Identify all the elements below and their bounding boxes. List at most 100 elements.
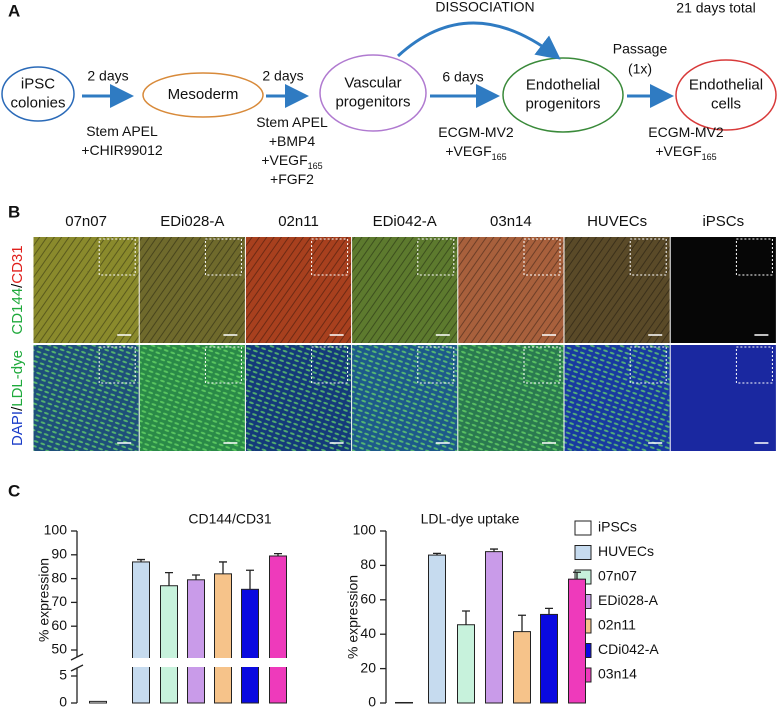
- step-duration: 6 days: [442, 69, 483, 85]
- step-medium: ECGM-MV2: [438, 124, 514, 140]
- y-tick-label: 40: [360, 625, 376, 641]
- error-bar: [518, 614, 526, 632]
- inset-box: [417, 238, 455, 276]
- node-label: Vascular: [344, 74, 401, 91]
- micrograph-texture: [458, 345, 564, 451]
- error-bar: [433, 552, 441, 556]
- medium-text: ECGM-MV2: [438, 124, 514, 140]
- annotation: 21 days total: [676, 0, 755, 16]
- legend-label: CDi042-A: [598, 641, 659, 657]
- chart-title: CD144/CD31: [188, 511, 271, 527]
- error-bar: [165, 572, 173, 586]
- bar: [568, 578, 586, 704]
- inset-box: [629, 346, 667, 384]
- inset-box: [311, 346, 349, 384]
- annotation: DISSOCIATION: [435, 0, 534, 15]
- step-duration: (1x): [628, 61, 652, 77]
- micrograph: [670, 237, 776, 343]
- bar: [160, 585, 178, 704]
- legend-label: iPSCs: [598, 519, 637, 535]
- y-tick-label: 100: [44, 522, 68, 538]
- y-tick-label: 60: [360, 591, 376, 607]
- y-tick-label: 50: [51, 641, 67, 657]
- row-label-part: CD144: [9, 288, 26, 335]
- y-tick-label: 60: [51, 617, 67, 633]
- medium-text: +VEGF: [261, 152, 307, 168]
- row-label: CD144/CD31: [9, 245, 26, 334]
- step-medium: +FGF2: [270, 171, 314, 187]
- node-shape: [142, 72, 264, 118]
- node-label: cells: [711, 95, 741, 112]
- column-label: iPSCs: [702, 213, 744, 230]
- inset-box: [417, 346, 455, 384]
- y-tick-label: 70: [51, 593, 67, 609]
- column-label: HUVECs: [587, 213, 647, 230]
- dissociation-arrow: [396, 21, 561, 60]
- axis-break-gap: [78, 658, 293, 667]
- bar: [187, 579, 205, 704]
- error-bar: [246, 569, 254, 590]
- legend-label: 07n07: [598, 568, 637, 584]
- y-tick-label: 80: [51, 569, 67, 585]
- step-medium: +VEGF165: [445, 143, 506, 163]
- inset-box: [523, 346, 561, 384]
- y-axis-label: % expression: [345, 575, 361, 659]
- inset-box: [523, 238, 561, 276]
- column-label: EDi042-A: [373, 213, 437, 230]
- column-label: EDi028-A: [160, 213, 224, 230]
- inset-box: [98, 346, 136, 384]
- inset-box: [311, 238, 349, 276]
- step-medium: Stem APEL: [86, 123, 158, 139]
- medium-text: ECGM-MV2: [648, 124, 724, 140]
- row-label: DAPI/LDL-dye: [9, 350, 26, 446]
- micrograph-texture: [139, 345, 245, 451]
- y-tick-label: 5: [59, 667, 67, 683]
- column-label: 03n14: [490, 213, 532, 230]
- chart-title: LDL-dye uptake: [421, 511, 520, 527]
- row-label-part: LDL-dye: [9, 350, 26, 407]
- bar: [395, 701, 413, 704]
- y-tick-label: 20: [360, 659, 376, 675]
- panel-label: C: [8, 481, 20, 500]
- micrograph-texture: [352, 237, 458, 343]
- bar: [540, 613, 558, 704]
- medium-text: Stem APEL: [256, 114, 328, 130]
- inset-box: [204, 346, 242, 384]
- node-label: Endothelial: [526, 76, 600, 93]
- legend-swatch: [574, 520, 592, 536]
- legend-swatch: [574, 545, 592, 560]
- medium-text: +VEGF: [655, 143, 701, 159]
- step-medium: ECGM-MV2: [648, 124, 724, 140]
- medium-subscript: 165: [702, 152, 717, 162]
- axis-break: [70, 653, 84, 672]
- micrograph-texture: [564, 237, 670, 343]
- bar: [485, 551, 503, 704]
- micrograph-texture: [245, 237, 352, 343]
- medium-text: +CHIR99012: [81, 142, 163, 158]
- step-duration: 2 days: [87, 68, 128, 84]
- error-bar: [192, 574, 200, 580]
- error-bar: [219, 561, 227, 574]
- row-label-part: /: [9, 283, 26, 288]
- step-medium: +BMP4: [269, 133, 316, 149]
- node-label: iPSC: [21, 75, 55, 92]
- step-medium: +VEGF165: [655, 143, 716, 163]
- content: A DISSOCIATION 21 days total iPSC colonies Me…: [8, 0, 776, 710]
- medium-text: +FGF2: [270, 171, 314, 187]
- medium-text: Stem APEL: [86, 123, 158, 139]
- bar: [241, 588, 259, 704]
- inset-box: [629, 238, 667, 276]
- bar: [214, 573, 232, 704]
- node-label: Mesoderm: [168, 86, 239, 103]
- bar: [132, 561, 150, 704]
- micrograph-texture: [245, 345, 352, 451]
- step-duration: Passage: [613, 41, 668, 57]
- inset-box: [204, 238, 242, 276]
- node-label: progenitors: [335, 93, 410, 110]
- y-tick-label: 80: [360, 556, 376, 572]
- micrograph: [670, 345, 776, 451]
- error-bar: [490, 548, 498, 552]
- step-medium: +CHIR99012: [81, 142, 163, 158]
- step-duration: 2 days: [262, 68, 303, 84]
